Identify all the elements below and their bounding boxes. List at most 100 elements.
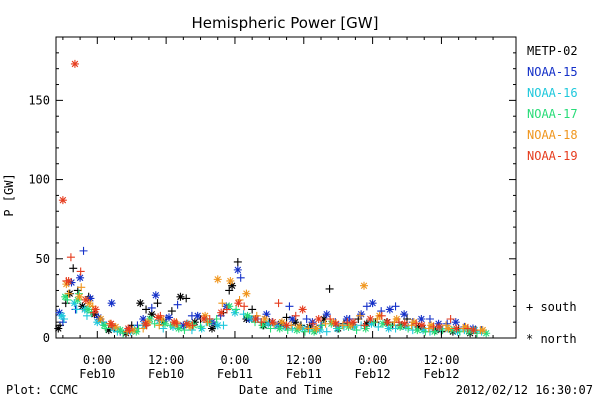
point-north-noaa-16 [213, 321, 222, 330]
legend-entry-noaa-19: NOAA-19 [527, 149, 578, 163]
point-north-noaa-19 [199, 314, 208, 323]
point-south-metp-02 [233, 257, 242, 266]
point-north-noaa-17 [258, 321, 267, 330]
point-south-noaa-18 [338, 321, 347, 330]
point-north-noaa-15 [417, 314, 426, 323]
point-south-metp-02 [142, 305, 151, 314]
point-south-noaa-19 [412, 319, 421, 328]
point-south-noaa-15 [362, 302, 371, 311]
point-south-noaa-19 [257, 318, 266, 327]
point-south-noaa-19 [394, 318, 403, 327]
point-north-noaa-16 [401, 322, 410, 331]
point-north-noaa-15 [164, 313, 173, 322]
point-north-noaa-17 [160, 319, 169, 328]
x-tick-date-label: Feb10 [148, 367, 184, 381]
point-north-noaa-19 [217, 308, 226, 317]
point-north-noaa-18 [226, 276, 235, 285]
point-north-noaa-18 [277, 318, 286, 327]
point-north-noaa-15 [76, 273, 85, 282]
point-south-metp-02 [153, 299, 162, 308]
point-north-metp-02 [54, 324, 63, 333]
point-north-noaa-19 [141, 319, 150, 328]
x-tick-date-label: Feb12 [423, 367, 459, 381]
point-south-noaa-17 [180, 326, 189, 335]
point-north-noaa-16 [197, 324, 206, 333]
x-tick-date-label: Feb12 [355, 367, 391, 381]
point-north-noaa-15 [151, 291, 160, 300]
point-north-noaa-15 [179, 321, 188, 330]
point-north-noaa-16 [384, 324, 393, 333]
point-north-noaa-17 [275, 324, 284, 333]
point-north-noaa-17 [225, 302, 234, 311]
point-north-noaa-17 [292, 326, 301, 335]
point-south-noaa-17 [150, 319, 159, 328]
point-north-noaa-15 [139, 314, 148, 323]
point-south-noaa-18 [77, 283, 86, 292]
point-north-noaa-15 [400, 310, 409, 319]
point-south-noaa-17 [212, 314, 221, 323]
point-north-noaa-17 [100, 321, 109, 330]
point-south-metp-02 [182, 294, 191, 303]
point-south-noaa-15 [147, 303, 156, 312]
point-north-noaa-19 [234, 299, 243, 308]
point-north-noaa-18 [157, 314, 166, 323]
chart-title: Hemispheric Power [GW] [192, 14, 379, 32]
legend-entry-noaa-16: NOAA-16 [527, 86, 578, 100]
point-north-noaa-17 [146, 314, 155, 323]
point-north-metp-02 [319, 314, 328, 323]
point-north-noaa-19 [64, 276, 73, 285]
point-north-noaa-18 [392, 314, 401, 323]
point-north-noaa-19 [182, 319, 191, 328]
x-tick-time-label: 12:00 [148, 353, 184, 367]
point-north-noaa-19 [435, 322, 444, 331]
y-tick-label: 150 [28, 93, 50, 107]
point-north-noaa-19 [298, 305, 307, 314]
point-south-noaa-17 [232, 305, 241, 314]
point-north-noaa-17 [447, 326, 456, 335]
point-north-noaa-17 [396, 322, 405, 331]
point-north-noaa-16 [70, 299, 79, 308]
point-north-metp-02 [90, 310, 99, 319]
point-north-noaa-19 [282, 321, 291, 330]
point-north-noaa-16 [298, 324, 307, 333]
point-south-noaa-19 [222, 305, 231, 314]
x-tick-time-label: 12:00 [423, 353, 459, 367]
marker-legend: + south * north [526, 300, 577, 346]
point-north-noaa-19 [124, 324, 133, 333]
point-south-noaa-16 [374, 322, 383, 331]
point-north-metp-02 [228, 281, 237, 290]
point-north-noaa-19 [81, 295, 90, 304]
point-north-noaa-18 [213, 275, 222, 284]
point-north-noaa-15 [262, 310, 271, 319]
point-north-noaa-18 [96, 314, 105, 323]
legend-entry-metp-02: METP-02 [527, 44, 578, 58]
axis-ticks: 0501001500:00Feb1012:00Feb100:00Feb1112:… [28, 37, 516, 381]
y-axis-label: P [GW] [2, 173, 16, 216]
point-north-noaa-17 [413, 326, 422, 335]
point-south-noaa-19 [274, 299, 283, 308]
point-south-noaa-19 [66, 253, 75, 262]
point-south-noaa-19 [326, 314, 335, 323]
point-south-noaa-16 [72, 305, 81, 314]
point-north-metp-02 [208, 324, 217, 333]
point-south-noaa-19 [308, 319, 317, 328]
legend-entry-noaa-18: NOAA-18 [527, 128, 578, 142]
point-north-noaa-19 [366, 314, 375, 323]
point-north-noaa-17 [132, 327, 141, 336]
point-north-noaa-17 [464, 327, 473, 336]
point-north-noaa-15 [451, 318, 460, 327]
point-north-metp-02 [147, 310, 156, 319]
plot-frame [55, 36, 517, 339]
point-south-noaa-17 [352, 326, 361, 335]
point-north-noaa-19 [417, 321, 426, 330]
point-north-noaa-19 [70, 59, 79, 68]
point-north-noaa-16 [93, 318, 102, 327]
point-south-metp-02 [248, 305, 257, 314]
point-north-noaa-19 [331, 319, 340, 328]
point-north-metp-02 [104, 326, 113, 335]
legend-north-marker: * north [526, 332, 577, 346]
point-south-metp-02 [167, 307, 176, 316]
point-north-noaa-17 [73, 295, 82, 304]
point-north-noaa-19 [154, 313, 163, 322]
legend: METP-02 NOAA-15 NOAA-16 NOAA-17 NOAA-18 NOAA-… [527, 44, 578, 163]
